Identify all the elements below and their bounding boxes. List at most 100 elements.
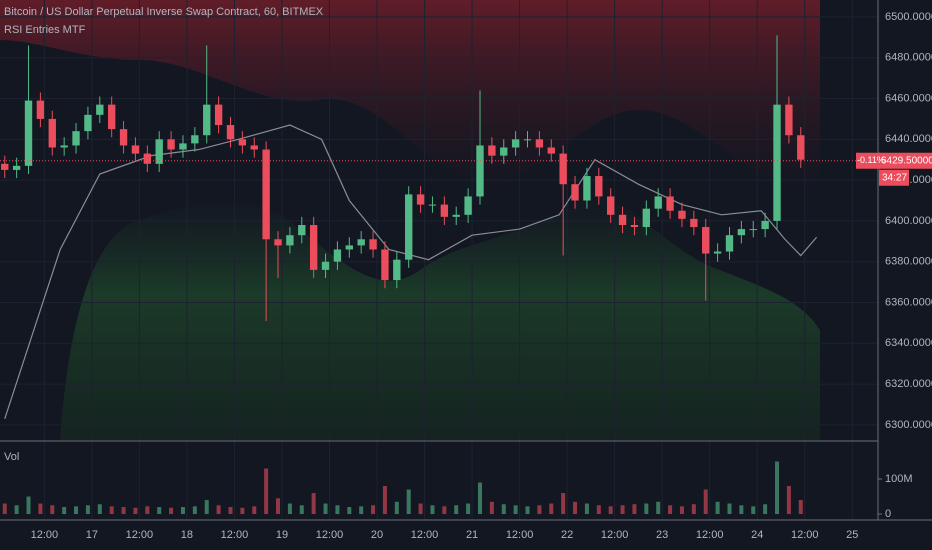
x-tick-label: 19 xyxy=(276,529,288,541)
volume-bar xyxy=(311,493,316,515)
candle-body xyxy=(476,145,484,197)
x-tick-label: 25 xyxy=(846,529,858,541)
candle-body xyxy=(214,104,223,126)
candle-body xyxy=(690,218,698,228)
candle-body xyxy=(393,259,401,281)
candle-body xyxy=(606,196,615,215)
candle-body xyxy=(761,220,769,230)
candle-body xyxy=(321,261,330,270)
candle-body xyxy=(250,145,258,150)
volume-title: Vol xyxy=(4,451,19,463)
volume-bar xyxy=(97,504,102,515)
volume-bar xyxy=(477,482,482,515)
y-tick-label: 6480.00000000 xyxy=(885,52,932,64)
volume-bar xyxy=(145,506,150,515)
candle-body xyxy=(642,208,651,228)
candle-body xyxy=(464,196,472,215)
volume-bar xyxy=(798,500,803,515)
volume-bar xyxy=(133,507,138,515)
volume-bar xyxy=(50,505,55,515)
volume-bar xyxy=(347,507,352,515)
candle-body xyxy=(523,139,532,141)
candle-body xyxy=(143,153,152,164)
candle-body xyxy=(60,145,68,148)
change-box xyxy=(856,152,880,169)
volume-bar xyxy=(371,505,376,515)
candle-body xyxy=(12,165,21,170)
candle-body xyxy=(630,224,639,228)
x-tick-label: 12:00 xyxy=(601,529,629,541)
volume-tick-label: 0 xyxy=(885,508,891,520)
volume-bar xyxy=(584,503,589,515)
candle-body xyxy=(500,147,508,156)
volume-bar xyxy=(109,506,114,515)
candle-body xyxy=(725,235,734,252)
chart-title: Bitcoin / US Dollar Perpetual Inverse Sw… xyxy=(4,6,324,18)
x-tick-label: 23 xyxy=(656,529,668,541)
candle-body xyxy=(1,163,9,170)
candle-body xyxy=(511,139,520,148)
candle-body xyxy=(333,249,342,262)
countdown-label: 34:27 xyxy=(882,172,907,183)
volume-bar xyxy=(644,503,649,515)
candle-body xyxy=(238,139,247,146)
volume-bar xyxy=(679,506,684,515)
candle-body xyxy=(488,145,496,156)
volume-bar xyxy=(442,506,447,515)
volume-bar xyxy=(656,501,661,515)
volume-bar xyxy=(620,505,625,515)
volume-bar xyxy=(228,507,233,515)
volume-bar xyxy=(691,504,696,515)
volume-bar xyxy=(418,503,423,515)
y-tick-label: 6300.00000000 xyxy=(885,419,932,431)
volume-bar xyxy=(501,504,506,515)
volume-bar xyxy=(561,493,566,515)
volume-bar xyxy=(382,486,387,515)
indicator-name: RSI Entries MTF xyxy=(4,24,86,36)
y-tick-label: 6340.00000000 xyxy=(885,337,932,349)
candle-body xyxy=(381,249,389,281)
volume-bar xyxy=(596,505,601,515)
resistance-cloud xyxy=(0,0,820,191)
volume-bar xyxy=(299,505,304,515)
volume-bar xyxy=(454,505,459,515)
x-tick-label: 12:00 xyxy=(411,529,439,541)
candle-body xyxy=(309,224,318,270)
candle-body xyxy=(96,104,104,115)
volume-bar xyxy=(786,486,791,515)
volume-bar xyxy=(252,506,257,515)
indicator-line xyxy=(4,124,818,419)
candle-body xyxy=(405,194,413,260)
candle-body xyxy=(547,147,555,154)
y-tick-label: 6500.00000000 xyxy=(885,11,932,23)
candle-body xyxy=(226,125,235,140)
candle-body xyxy=(535,139,544,148)
x-tick-label: 12:00 xyxy=(696,529,724,541)
candle-body xyxy=(203,104,211,136)
candle-body xyxy=(440,204,449,217)
candle-body xyxy=(179,143,187,150)
y-tick-label: 6380.00000000 xyxy=(885,256,932,268)
volume-bar xyxy=(74,506,79,515)
volume-bar xyxy=(287,503,292,515)
x-tick-label: 24 xyxy=(751,529,763,541)
candle-body xyxy=(107,104,116,130)
volume-bar xyxy=(323,503,328,515)
volume-bar xyxy=(359,506,364,515)
volume-bar xyxy=(192,506,197,515)
candle-body xyxy=(452,214,460,217)
candle-body xyxy=(345,245,353,250)
volume-bar xyxy=(763,504,768,515)
candle-body xyxy=(262,149,270,240)
last-price-label: 6429.50000000 xyxy=(881,155,932,166)
volume-bar xyxy=(703,489,708,515)
y-tick-label: 6440.00000000 xyxy=(885,133,932,145)
candle-body xyxy=(72,131,80,146)
volume-bar xyxy=(394,501,399,515)
volume-bar xyxy=(537,505,542,515)
volume-bar xyxy=(739,505,744,515)
candle-body xyxy=(654,196,662,209)
volume-bar xyxy=(715,501,720,515)
volume-bar xyxy=(632,504,637,515)
x-tick-label: 12:00 xyxy=(221,529,249,541)
